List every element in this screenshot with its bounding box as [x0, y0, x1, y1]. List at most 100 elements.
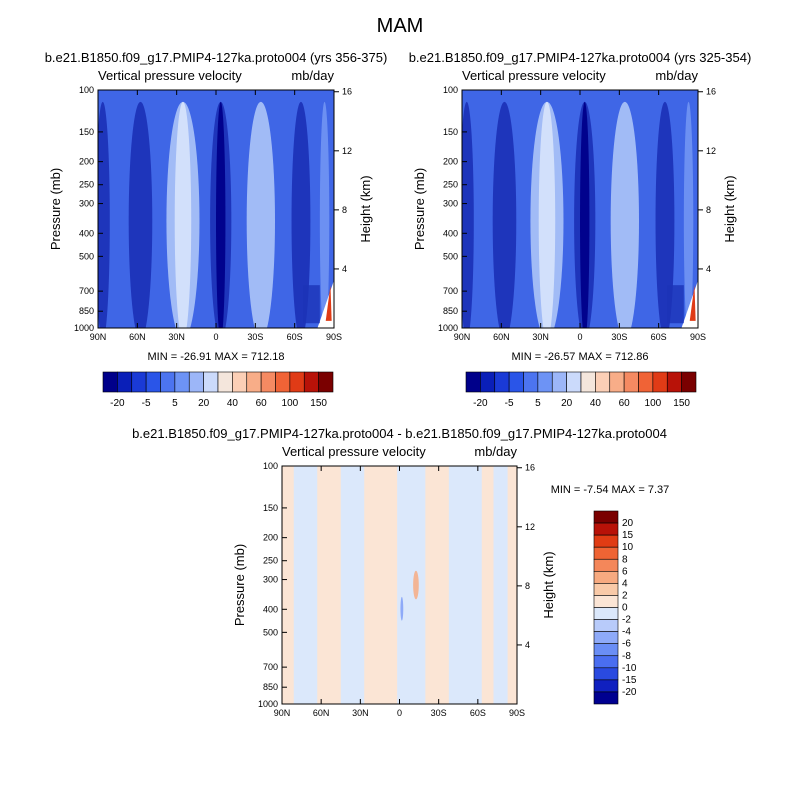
y-tick-label: 400: [443, 228, 458, 238]
y-tick-label: 500: [263, 627, 278, 637]
y2-tick-label: 8: [706, 205, 711, 215]
min-max-label: MIN = -26.91 MAX = 712.18: [148, 351, 285, 363]
contour-region: [291, 101, 311, 328]
min-max-label: MIN = -26.57 MAX = 712.86: [512, 351, 649, 363]
contour-region: [128, 101, 153, 328]
y2-tick-label: 16: [525, 463, 535, 473]
y2-tick-label: 4: [525, 640, 530, 650]
contour-region: [216, 101, 226, 328]
units-label: mb/day: [655, 68, 698, 83]
colorbar-swatch: [593, 583, 619, 596]
colorbar-swatch: [593, 558, 619, 572]
contour-region: [448, 466, 482, 704]
colorbar-swatch: [465, 371, 481, 393]
colorbar-swatch: [232, 371, 248, 393]
x-tick-label: 30N: [352, 708, 369, 718]
colorbar-swatch: [681, 371, 697, 393]
colorbar-swatch: [666, 371, 682, 393]
colorbar-label: 60: [619, 398, 631, 409]
y-tick-label: 150: [79, 127, 94, 137]
x-tick-label: 90N: [274, 708, 291, 718]
colorbar-swatch: [174, 371, 190, 393]
y-tick-label: 1000: [438, 323, 458, 333]
y2-axis-label: Height (km): [358, 175, 373, 242]
colorbar-swatch: [595, 371, 611, 393]
x-tick-label: 0: [213, 332, 218, 342]
y2-tick-label: 16: [342, 87, 352, 97]
x-tick-label: 30N: [532, 332, 549, 342]
variable-label: Vertical pressure velocity: [98, 68, 242, 83]
y2-tick-label: 4: [706, 264, 711, 274]
colorbar-swatch: [593, 619, 619, 632]
colorbar-label: 2: [622, 590, 628, 601]
x-tick-label: 60N: [129, 332, 146, 342]
y2-tick-label: 8: [525, 581, 530, 591]
contour-field: [462, 90, 698, 328]
colorbar-swatch: [593, 679, 619, 693]
colorbar-swatch: [566, 371, 582, 393]
colorbar-label: -15: [622, 675, 637, 686]
y-tick-label: 850: [443, 306, 458, 316]
y-tick-label: 200: [263, 533, 278, 543]
colorbar-label: 40: [590, 398, 602, 409]
contour-region: [538, 101, 556, 328]
y-tick-label: 100: [443, 85, 458, 95]
colorbar-label: 40: [227, 398, 239, 409]
colorbar-label: 8: [622, 554, 628, 565]
colorbar-swatch: [593, 631, 619, 644]
colorbar-swatch: [593, 534, 619, 548]
x-tick-label: 90N: [454, 332, 471, 342]
colorbar-label: -20: [110, 398, 125, 409]
y-tick-label: 150: [263, 503, 278, 513]
colorbar-label: 100: [282, 398, 299, 409]
colorbar-label: 5: [535, 398, 541, 409]
contour-region: [303, 285, 320, 324]
colorbar-label: 20: [198, 398, 210, 409]
contour-region: [413, 570, 419, 600]
colorbar-label: 0: [622, 603, 628, 614]
colorbar-label: 20: [622, 518, 634, 529]
colorbar-label: -5: [142, 398, 151, 409]
colorbar-swatch: [217, 371, 233, 393]
colorbar-swatch: [318, 371, 334, 393]
colorbar-swatch: [593, 510, 619, 524]
contour-region: [246, 101, 275, 328]
colorbar-label: -4: [622, 627, 631, 638]
colorbar-label: 150: [310, 398, 327, 409]
colorbar-swatch: [145, 371, 161, 393]
panel-title: b.e21.B1850.f09_g17.PMIP4-127ka.proto004…: [132, 426, 667, 441]
y-axis-label: Pressure (mb): [232, 544, 247, 626]
contour-region: [493, 466, 508, 704]
x-tick-label: 60S: [287, 332, 303, 342]
colorbar-swatch: [303, 371, 319, 393]
y-axis-label: Pressure (mb): [412, 168, 427, 250]
contour-region: [655, 101, 675, 328]
colorbar-swatch: [289, 371, 305, 393]
colorbar-label: 5: [172, 398, 178, 409]
contour-region: [492, 101, 517, 328]
units-label: mb/day: [291, 68, 334, 83]
contour-region: [689, 285, 696, 321]
contour-region: [340, 466, 365, 704]
colorbar-label: -10: [622, 663, 637, 674]
colorbar-swatch: [593, 667, 619, 681]
y-tick-label: 300: [263, 575, 278, 585]
contour-region: [667, 285, 684, 324]
x-tick-label: 0: [397, 708, 402, 718]
y-tick-label: 700: [79, 286, 94, 296]
contour-region: [98, 101, 110, 328]
y2-tick-label: 12: [342, 146, 352, 156]
contour-region: [683, 101, 694, 328]
colorbar-label: -6: [622, 639, 631, 650]
y2-tick-label: 12: [525, 522, 535, 532]
colorbar-swatch: [523, 371, 539, 393]
panel-bottom: b.e21.B1850.f09_g17.PMIP4-127ka.proto004…: [132, 426, 669, 718]
y-tick-label: 100: [263, 461, 278, 471]
y-tick-label: 250: [443, 180, 458, 190]
colorbar-swatch: [593, 522, 619, 536]
colorbar-swatch: [160, 371, 176, 393]
x-tick-label: 60N: [493, 332, 510, 342]
y-tick-label: 200: [79, 157, 94, 167]
colorbar-label: 6: [622, 566, 628, 577]
x-tick-label: 30S: [611, 332, 627, 342]
